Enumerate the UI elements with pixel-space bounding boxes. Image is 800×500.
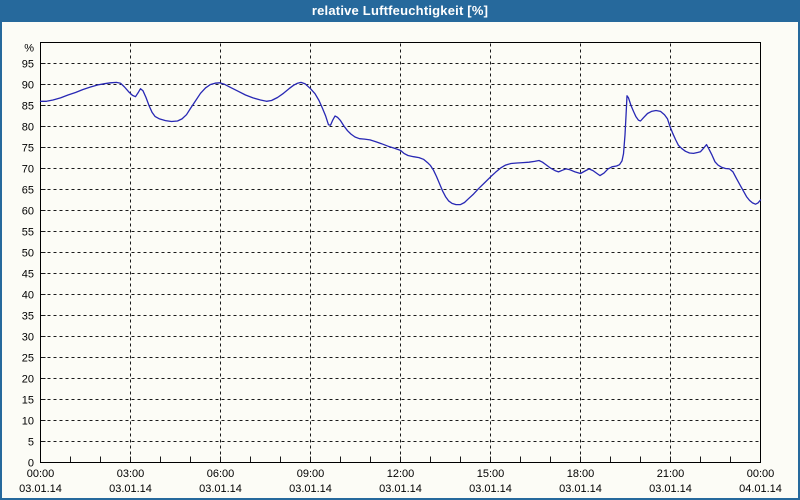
x-tick-date-label: 03.01.14 [289,483,332,495]
x-tick-date-label: 03.01.14 [199,483,242,495]
x-tick-marks [70,456,731,463]
y-tick-label: 30 [22,332,34,344]
x-tick-date-label: 03.01.14 [19,483,62,495]
x-tick-time-label: 09:00 [297,468,325,480]
x-tick-time-label: 12:00 [387,468,415,480]
x-tick-date-label: 03.01.14 [109,483,152,495]
x-tick-time-label: 00:00 [27,468,55,480]
y-tick-label: 80 [22,122,34,134]
y-tick-label: 0 [28,458,34,470]
x-tick-time-label: 03:00 [117,468,145,480]
plot-border [40,42,761,463]
y-tick-label: 10 [22,416,34,428]
x-tick-time-label: 06:00 [207,468,235,480]
y-tick-label: 75 [22,143,34,155]
x-tick-time-label: 15:00 [477,468,505,480]
x-tick-time-label: 00:00 [747,468,775,480]
y-tick-label: 55 [22,227,34,239]
y-tick-label: 25 [22,353,34,365]
y-tick-label: 85 [22,101,34,113]
y-tick-label: 5 [28,437,34,449]
x-tick-time-label: 18:00 [567,468,595,480]
y-tick-label: 20 [22,374,34,386]
y-tick-label: 45 [22,269,34,281]
y-tick-label: 60 [22,206,34,218]
y-tick-label: 90 [22,80,34,92]
x-tick-date-label: 04.01.14 [739,483,782,495]
x-tick-date-label: 03.01.14 [559,483,602,495]
x-tick-time-label: 21:00 [657,468,685,480]
x-axis-labels: 00:00 03.01.14 03:00 03.01.14 06:00 03.01.14 0… [19,468,782,495]
x-tick-date-label: 03.01.14 [469,483,512,495]
y-tick-label: 35 [22,311,34,323]
x-tick-date-label: 03.01.14 [379,483,422,495]
y-tick-label: 40 [22,290,34,302]
y-tick-label: 15 [22,395,34,407]
y-tick-label: 65 [22,185,34,197]
humidity-series-line [39,81,762,206]
x-gridlines [130,43,671,462]
y-axis-labels: 0 5 10 15 20 25 30 35 40 45 50 55 60 65 70 75 80 85 90 95% [22,43,34,470]
y-tick-label: 95 [22,59,34,71]
x-tick-date-label: 03.01.14 [649,483,692,495]
y-tick-label: 70 [22,164,34,176]
y-gridlines [41,63,760,442]
y-tick-label: 50 [22,248,34,260]
chart-title: relative Luftfeuchtigkeit [%] [2,2,798,22]
y-unit-label: % [24,43,34,55]
y-tick-marks [40,63,46,442]
series-lines [39,81,762,206]
